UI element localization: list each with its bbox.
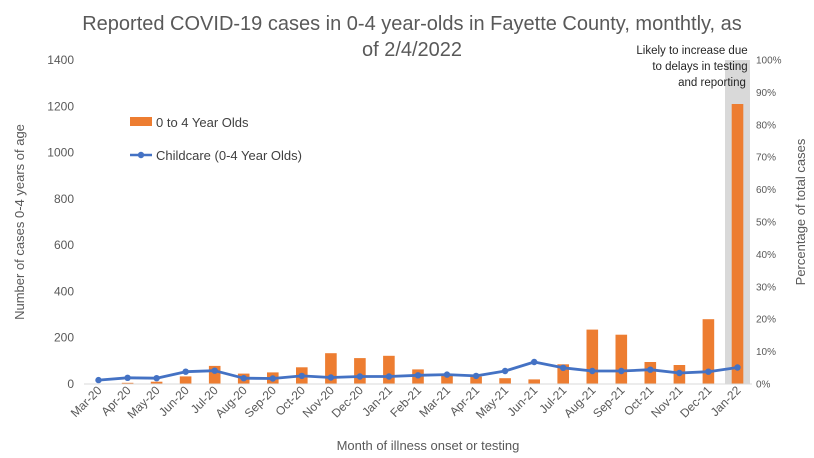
line-point-Oct-21 <box>647 366 654 373</box>
bar-Jun-21 <box>528 379 540 384</box>
line-series-layer <box>95 358 741 384</box>
line-point-May-20 <box>153 375 160 382</box>
y-axis-title: Number of cases 0-4 years of age <box>12 124 27 320</box>
y2-tick-label: 80% <box>756 120 776 131</box>
legend-label-bar: 0 to 4 Year Olds <box>156 115 249 130</box>
line-point-Nov-20 <box>327 374 335 381</box>
annotation: Likely to increase due to delays in test… <box>636 45 747 89</box>
y2-tick-label: 0% <box>756 380 771 391</box>
x-tick-label: Sep-20 <box>242 383 279 420</box>
y-tick-label: 600 <box>54 238 74 252</box>
bar-Jul-21 <box>557 364 569 384</box>
x-tick-label: Feb-21 <box>387 383 424 420</box>
y2-tick-label: 40% <box>756 250 776 261</box>
bar-series-layer <box>92 104 744 384</box>
y-tick-label: 200 <box>54 331 74 345</box>
y-tick-label: 1000 <box>47 146 74 160</box>
line-point-Jul-20 <box>211 367 218 374</box>
line-point-Mar-20 <box>95 376 102 384</box>
legend-swatch-marker <box>137 151 145 159</box>
annotation-line-2: to delays in testing <box>652 61 747 73</box>
line-point-May-21 <box>501 367 509 375</box>
y2-tick-label: 10% <box>756 347 776 358</box>
legend-swatch-bar <box>130 117 152 126</box>
x-tick-label: Aug-20 <box>213 383 250 420</box>
x-tick-label: Jan-22 <box>708 383 744 419</box>
y2-tick-label: 90% <box>756 88 776 99</box>
line-point-Nov-21 <box>676 369 683 377</box>
bar-Aug-21 <box>586 329 599 384</box>
y-tick-label: 0 <box>67 377 74 391</box>
x-tick-label: Sep-21 <box>590 383 627 420</box>
bar-Apr-21 <box>470 376 482 384</box>
x-tick-label: Mar-21 <box>416 383 453 420</box>
bar-Dec-21 <box>702 319 715 384</box>
annotation-line-1: Likely to increase due <box>636 45 747 57</box>
line-point-Dec-20 <box>356 373 364 380</box>
bar-Jan-21 <box>383 355 395 384</box>
y-tick-label: 800 <box>54 192 74 206</box>
line-point-Jun-21 <box>531 358 538 366</box>
x-tick-label: Jun-21 <box>504 383 540 419</box>
right-axis-ticks: 0% 10% 20% 30% 40% 50% 60% 70% 80% 90% 100% <box>756 56 782 391</box>
line-point-Aug-20 <box>240 375 247 382</box>
x-axis-ticks: Mar-20Apr-20May-20Jun-20Jul-20Aug-20Sep-… <box>68 383 744 421</box>
line-point-Jan-21 <box>385 373 393 380</box>
bar-Apr-20 <box>121 382 134 384</box>
bar-Nov-20 <box>325 353 337 384</box>
bar-May-21 <box>499 378 511 384</box>
chart-title: Reported COVID-19 cases in 0-4 year-olds… <box>82 13 742 61</box>
x-tick-label: Dec-21 <box>677 383 714 420</box>
x-tick-label: May-21 <box>473 383 511 421</box>
bar-Dec-20 <box>354 358 366 384</box>
y2-tick-label: 50% <box>756 218 776 229</box>
y2-tick-label: 100% <box>756 56 782 67</box>
line-point-Sep-20 <box>269 375 276 382</box>
line-point-Dec-21 <box>705 368 712 375</box>
x-tick-label: Jun-20 <box>156 383 192 419</box>
line-point-Jul-21 <box>560 364 567 371</box>
chart-title-line-1: Reported COVID-19 cases in 0-4 year-olds… <box>82 13 742 35</box>
left-axis-ticks: 0 200 400 600 800 1000 1200 1400 <box>47 53 74 391</box>
x-tick-label: May-20 <box>125 383 163 421</box>
line-point-Feb-21 <box>414 372 422 379</box>
y2-axis-title: Percentage of total cases <box>793 138 808 285</box>
line-point-Oct-20 <box>298 372 305 380</box>
legend-label-line: Childcare (0-4 Year Olds) <box>156 148 302 163</box>
bar-Oct-21 <box>644 362 657 384</box>
y-tick-label: 1400 <box>47 53 74 67</box>
bar-Jul-20 <box>208 365 221 384</box>
bar-May-20 <box>150 381 163 384</box>
bar-Sep-21 <box>615 334 628 384</box>
bar-Mar-21 <box>441 374 453 384</box>
line-point-Apr-21 <box>472 372 480 380</box>
x-tick-label: Nov-21 <box>648 383 685 420</box>
x-tick-label: Nov-20 <box>300 383 337 420</box>
x-axis-title: Month of illness onset or testing <box>337 438 520 453</box>
bar-Jun-20 <box>179 376 192 384</box>
line-point-Jun-20 <box>182 368 189 375</box>
y2-tick-label: 60% <box>756 185 776 196</box>
y-tick-label: 400 <box>54 284 74 298</box>
line-point-Jan-22 <box>734 364 741 371</box>
y2-tick-label: 70% <box>756 153 776 164</box>
line-point-Sep-21 <box>618 367 625 375</box>
bar-Jan-22 <box>731 104 744 384</box>
line-point-Mar-21 <box>443 371 451 378</box>
legend: 0 to 4 Year Olds Childcare (0-4 Year Old… <box>130 115 302 163</box>
chart-title-line-2: of 2/4/2022 <box>362 39 462 61</box>
x-tick-label: Dec-20 <box>329 383 366 420</box>
x-tick-label: Aug-21 <box>561 383 598 420</box>
annotation-line-3: and reporting <box>678 77 746 89</box>
line-point-Apr-20 <box>124 374 131 381</box>
y-tick-label: 1200 <box>47 99 74 113</box>
y2-tick-label: 30% <box>756 282 776 293</box>
y2-tick-label: 20% <box>756 315 776 326</box>
line-point-Aug-21 <box>589 367 596 375</box>
